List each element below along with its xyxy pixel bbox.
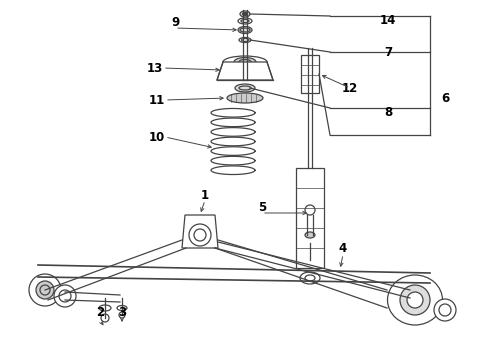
Ellipse shape [305, 205, 314, 215]
Text: 3: 3 [118, 306, 126, 320]
Ellipse shape [406, 292, 422, 308]
Text: 7: 7 [383, 45, 391, 59]
Text: 12: 12 [341, 81, 357, 95]
Ellipse shape [234, 58, 256, 67]
Ellipse shape [36, 281, 54, 299]
Text: 10: 10 [148, 131, 165, 144]
Bar [295, 168, 324, 268]
Text: 14: 14 [379, 14, 395, 27]
Ellipse shape [399, 285, 429, 315]
Text: 9: 9 [170, 15, 179, 28]
Ellipse shape [54, 285, 76, 307]
Ellipse shape [226, 93, 263, 103]
Ellipse shape [299, 272, 319, 284]
Ellipse shape [242, 13, 247, 15]
Ellipse shape [433, 299, 455, 321]
Ellipse shape [29, 274, 61, 306]
Polygon shape [182, 215, 218, 248]
Ellipse shape [223, 56, 266, 68]
Text: 2: 2 [96, 306, 104, 320]
Ellipse shape [305, 232, 314, 238]
Ellipse shape [386, 275, 442, 325]
Ellipse shape [238, 27, 251, 33]
Text: 11: 11 [148, 94, 165, 107]
Ellipse shape [235, 84, 254, 92]
Text: 13: 13 [146, 62, 163, 75]
Ellipse shape [240, 11, 249, 17]
Text: 4: 4 [338, 242, 346, 255]
Text: 6: 6 [440, 91, 448, 104]
Text: 1: 1 [201, 189, 209, 202]
Bar [407, 285, 421, 303]
Text: 5: 5 [257, 201, 265, 213]
Polygon shape [217, 62, 272, 80]
Text: 8: 8 [383, 105, 391, 118]
Bar [301, 55, 318, 93]
